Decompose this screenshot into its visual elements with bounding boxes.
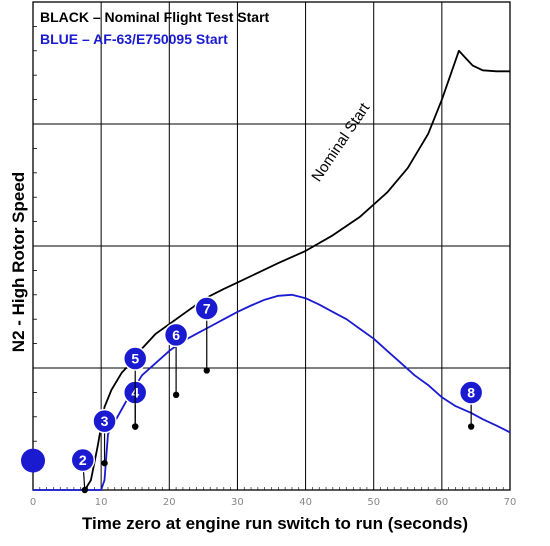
x-tick-label: 70 bbox=[504, 497, 517, 508]
marker-3: 3 bbox=[92, 408, 117, 467]
x-tick-label: 0 bbox=[30, 497, 36, 508]
marker-2: 2 bbox=[70, 447, 96, 494]
x-tick-label: 10 bbox=[95, 497, 108, 508]
marker-point bbox=[172, 391, 180, 399]
marker-label: 5 bbox=[131, 351, 139, 367]
x-tick-label: 50 bbox=[367, 497, 380, 508]
marker-point bbox=[81, 486, 88, 494]
start-dot bbox=[21, 448, 45, 473]
grid bbox=[32, 1, 511, 491]
y-axis-title: N2 - High Rotor Speed bbox=[9, 172, 28, 352]
marker-point bbox=[467, 423, 475, 430]
marker-6: 6 bbox=[163, 322, 189, 399]
x-tick-labels: 0 10 20 30 40 50 60 70 bbox=[30, 497, 517, 508]
marker-label: 8 bbox=[467, 385, 475, 401]
x-tick-label: 40 bbox=[299, 497, 312, 508]
marker-label: 2 bbox=[79, 452, 87, 468]
marker-badge bbox=[194, 296, 220, 321]
marker-7: 7 bbox=[194, 296, 220, 374]
marker-label: 6 bbox=[172, 327, 180, 343]
legend-blue-entry: BLUE – AF-63/E750095 Start bbox=[40, 31, 228, 47]
markers-layer: 2345678 bbox=[21, 296, 484, 494]
x-tick-label: 20 bbox=[163, 497, 176, 508]
x-axis-title: Time zero at engine run switch to run (s… bbox=[82, 514, 468, 533]
marker-badge bbox=[92, 408, 117, 434]
marker-8: 8 bbox=[458, 380, 484, 430]
start-dot-marker bbox=[21, 448, 45, 473]
marker-badge bbox=[163, 322, 189, 348]
marker-badge bbox=[122, 346, 148, 371]
x-tick-label: 30 bbox=[231, 497, 244, 508]
marker-label: 7 bbox=[203, 300, 211, 316]
marker-badge bbox=[458, 380, 484, 405]
marker-point bbox=[203, 367, 210, 374]
marker-badge bbox=[70, 447, 96, 473]
marker-point bbox=[132, 423, 139, 430]
marker-point bbox=[101, 459, 108, 467]
marker-label: 3 bbox=[101, 413, 109, 429]
nominal-start-line bbox=[84, 49, 510, 491]
marker-5: 5 bbox=[122, 346, 148, 430]
x-tick-label: 60 bbox=[435, 497, 448, 508]
legend-black-entry: BLACK – Nominal Flight Test Start bbox=[40, 9, 270, 25]
nominal-start-annotation: Nominal Start bbox=[308, 99, 373, 185]
